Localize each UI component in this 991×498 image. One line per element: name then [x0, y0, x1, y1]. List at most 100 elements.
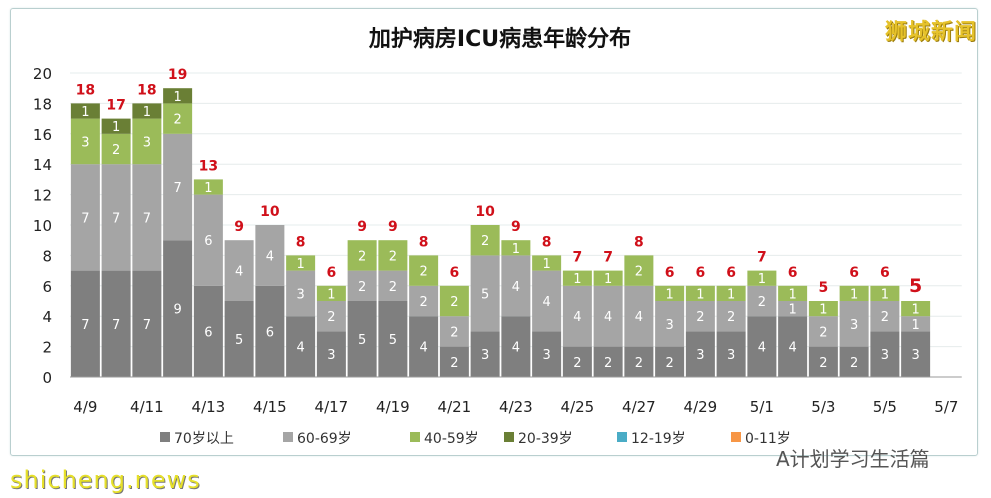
segment-label: 4: [512, 341, 520, 356]
segment-label: 2: [389, 249, 397, 264]
segment-label: 5: [358, 333, 366, 348]
bar-segment: [347, 240, 377, 271]
bar-segment: [255, 225, 285, 286]
bar-segment: [409, 255, 439, 286]
legend-swatch: [731, 432, 741, 442]
total-label: 6: [450, 265, 460, 281]
segment-label: 4: [419, 341, 427, 356]
segment-label: 2: [419, 295, 427, 310]
segment-label: 2: [727, 310, 735, 325]
x-tick-label: 5/3: [811, 398, 835, 416]
segment-label: 9: [173, 303, 181, 318]
segment-label: 3: [542, 348, 550, 363]
segment-label: 7: [143, 211, 151, 226]
y-tick-label: 16: [33, 126, 52, 144]
y-tick-label: 14: [33, 156, 52, 174]
chart-title: 加护病房ICU病患年龄分布: [368, 26, 631, 52]
segment-label: 3: [143, 135, 151, 150]
bar-segment: [255, 285, 285, 377]
bar-segment: [501, 255, 531, 317]
segment-label: 2: [450, 325, 458, 340]
bar-segment: [901, 301, 931, 317]
bar-segment: [70, 103, 100, 119]
x-tick-label: 5/7: [934, 398, 958, 416]
segment-label: 2: [481, 234, 489, 249]
bar-segment: [439, 285, 469, 317]
bar-segment: [132, 270, 162, 377]
total-label: 6: [849, 265, 859, 281]
bar-segment: [163, 240, 193, 377]
segment-label: 4: [266, 249, 274, 264]
bar-segment: [316, 301, 346, 332]
x-tick-label: 4/21: [438, 398, 472, 416]
segment-label: 2: [696, 310, 704, 325]
total-label: 6: [327, 265, 337, 281]
total-label: 7: [757, 250, 767, 266]
bar-segment: [316, 331, 346, 377]
bar-segment: [716, 301, 746, 332]
bar-segment: [439, 316, 469, 347]
bar-segment: [70, 270, 100, 377]
bar-segment: [901, 316, 931, 332]
segment-label: 2: [419, 265, 427, 280]
segment-label: 4: [512, 280, 520, 295]
bar-segment: [747, 270, 777, 286]
bar-segment: [70, 164, 100, 271]
segment-label: 2: [358, 249, 366, 264]
segment-label: 2: [635, 265, 643, 280]
bar-segment: [870, 301, 900, 332]
bar-segment: [101, 133, 131, 165]
bar-segment: [378, 240, 408, 271]
bar-segment: [132, 118, 162, 165]
total-label: 6: [696, 265, 706, 281]
segment-label: 1: [911, 303, 919, 318]
segment-label: 3: [911, 348, 919, 363]
bar-segment: [501, 316, 531, 377]
segment-label: 6: [204, 325, 212, 340]
bar-segment: [808, 301, 838, 317]
x-tick-label: 4/25: [561, 398, 595, 416]
bar-segment: [501, 240, 531, 256]
segment-label: 2: [573, 356, 581, 371]
x-tick-label: 4/27: [622, 398, 656, 416]
watermark-top-right: 狮城新闻: [884, 20, 977, 45]
segment-label: 1: [204, 181, 212, 196]
bar-segment: [532, 270, 562, 332]
segment-label: 7: [81, 211, 89, 226]
segment-label: 4: [235, 265, 243, 280]
total-label: 5: [819, 280, 829, 296]
y-tick-label: 0: [42, 369, 52, 387]
total-label: 7: [603, 250, 613, 266]
segment-label: 4: [604, 310, 612, 325]
bar-segment: [378, 270, 408, 301]
bar-segment: [655, 285, 685, 301]
bar-segment: [163, 103, 193, 134]
bar-segment: [685, 285, 715, 301]
segment-label: 2: [635, 356, 643, 371]
segment-label: 3: [296, 287, 304, 302]
bar-segment: [378, 301, 408, 377]
bar-segment: [624, 255, 654, 286]
bar-segment: [193, 194, 223, 286]
segment-label: 2: [450, 295, 458, 310]
total-label: 13: [199, 158, 218, 174]
bar-segment: [286, 270, 316, 317]
segment-label: 1: [788, 303, 796, 318]
segment-label: 3: [696, 348, 704, 363]
bar-segment: [655, 346, 685, 377]
x-tick-label: 4/13: [192, 398, 226, 416]
bar-segment: [624, 346, 654, 377]
legend-label: 12-19岁: [631, 431, 686, 447]
y-tick-label: 20: [33, 65, 52, 83]
total-label: 6: [726, 265, 736, 281]
segment-label: 2: [881, 310, 889, 325]
segment-label: 1: [727, 287, 735, 302]
segment-label: 5: [389, 333, 397, 348]
total-label: 9: [234, 219, 244, 235]
segment-label: 2: [665, 356, 673, 371]
segment-label: 1: [173, 90, 181, 105]
segment-label: 1: [881, 287, 889, 302]
legend-label: 70岁以上: [174, 431, 234, 447]
bar-segment: [870, 285, 900, 301]
segment-label: 2: [112, 143, 120, 158]
